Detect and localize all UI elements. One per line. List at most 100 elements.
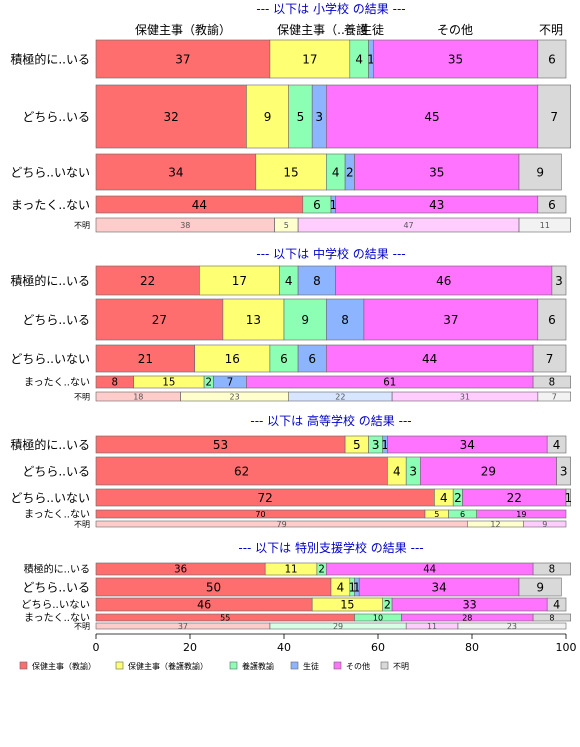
data-label: 62: [234, 464, 249, 478]
bar-segment: [95, 298, 224, 341]
data-label: 15: [340, 598, 354, 611]
legend-entry: 不明: [380, 661, 409, 671]
category-label: どちら..いない: [10, 165, 90, 179]
data-label: 19: [516, 510, 526, 519]
bar-segment: [532, 562, 571, 576]
data-label: 2: [346, 165, 354, 179]
chart-panel: --- 以下は 小学校 の結果 ---積極的に..いる 37 17 4 1 35 6どちら.…: [10, 1, 572, 233]
data-label: 37: [178, 622, 188, 631]
data-label: 37: [443, 313, 458, 327]
data-label: 6: [280, 352, 288, 366]
bar-segment: [518, 153, 562, 191]
bar-segment: [283, 298, 327, 341]
column-header: 養護: [344, 22, 368, 37]
data-label: 15: [162, 378, 175, 389]
data-label: 3: [315, 110, 323, 124]
data-label: 53: [213, 438, 228, 452]
data-label: 4: [440, 491, 448, 505]
data-label: 2: [384, 598, 391, 611]
column-header: 不明: [539, 23, 563, 37]
bar-segment: [372, 39, 539, 79]
data-label: 4: [553, 598, 560, 611]
x-axis: 0 20 40 60 80 100: [93, 633, 577, 654]
data-label: 50: [206, 580, 221, 594]
data-label: 1: [348, 580, 356, 594]
chart-panel: --- 以下は 中学校 の結果 ---積極的に..いる 22 17 4 8 46 3どちら.…: [10, 246, 571, 401]
data-label: 1: [353, 580, 361, 594]
chart-panel: --- 以下は 高等学校 の結果 ---積極的に..いる 53 5 3 1 34 4どちら.…: [10, 413, 572, 529]
bar-segment: [518, 217, 572, 233]
data-label: 46: [197, 598, 211, 611]
bar-segment: [95, 344, 195, 373]
data-label: 8: [549, 613, 554, 622]
data-label: 11: [285, 565, 298, 576]
category-label: どちら..いない: [21, 599, 90, 611]
bar-segment: [537, 298, 567, 341]
bar-segment: [199, 265, 280, 296]
data-label: 61: [383, 378, 396, 389]
data-label: 1: [330, 198, 338, 212]
bar-segment: [363, 298, 539, 341]
data-label: 8: [549, 378, 555, 389]
data-label: 3: [409, 464, 417, 478]
bar-segment: [556, 456, 571, 486]
category-label: 不明: [74, 520, 90, 529]
data-label: 15: [283, 165, 298, 179]
data-label: 44: [422, 352, 437, 366]
bar-segment: [269, 39, 351, 79]
data-label: 8: [313, 274, 321, 288]
data-label: 5: [284, 221, 289, 230]
category-label: まったく..ない: [24, 377, 90, 389]
data-label: 4: [285, 274, 293, 288]
category-label: まったく..ない: [11, 198, 90, 212]
data-label: 7: [550, 110, 558, 124]
data-label: 1: [565, 491, 573, 505]
data-label: 22: [507, 491, 522, 505]
data-label: 16: [225, 352, 240, 366]
legend-swatch: [229, 661, 238, 670]
data-label: 34: [431, 580, 446, 594]
data-label: 5: [353, 438, 361, 452]
data-label: 23: [230, 392, 240, 401]
data-label: 7: [546, 352, 554, 366]
data-label: 1: [381, 438, 389, 452]
bar-segment: [523, 520, 567, 528]
bar-segment: [518, 577, 562, 597]
bar-segment: [325, 84, 539, 149]
data-label: 4: [553, 438, 561, 452]
legend-entry: 保健主事（教諭）: [19, 661, 96, 671]
bar-segment: [532, 375, 571, 389]
data-label: 22: [140, 274, 155, 288]
legend-swatch: [19, 661, 28, 670]
data-label: 4: [337, 580, 345, 594]
legend-swatch: [380, 661, 389, 670]
category-label: まったく..ない: [24, 612, 90, 624]
data-label: 12: [490, 520, 500, 529]
data-label: 5: [434, 510, 439, 519]
data-label: 45: [424, 110, 439, 124]
bar-segment: [532, 344, 567, 373]
bar-segment: [222, 298, 285, 341]
data-label: 32: [164, 110, 179, 124]
legend-entry: 保健主事（養護教諭）: [115, 661, 208, 671]
bar-segment: [537, 39, 567, 79]
data-label: 9: [264, 110, 272, 124]
data-label: 8: [341, 313, 349, 327]
bar-segment: [297, 344, 327, 373]
bar-segment: [95, 153, 257, 191]
data-label: 36: [174, 565, 187, 576]
bar-segment: [95, 39, 271, 79]
bar-segment: [269, 344, 299, 373]
data-label: 44: [192, 198, 207, 212]
bar-segment: [551, 265, 567, 296]
category-label: どちら..いる: [22, 313, 90, 327]
bar-segment: [325, 298, 365, 341]
data-label: 9: [542, 520, 547, 529]
bar-segment: [546, 435, 567, 454]
data-label: 4: [393, 464, 401, 478]
legend-swatch: [333, 661, 342, 670]
data-label: 38: [180, 221, 190, 230]
legend: 保健主事（教諭） 保健主事（養護教諭） 養護教諭 生徒 その他 不明: [19, 661, 409, 671]
category-label: どちら..いない: [10, 352, 90, 366]
